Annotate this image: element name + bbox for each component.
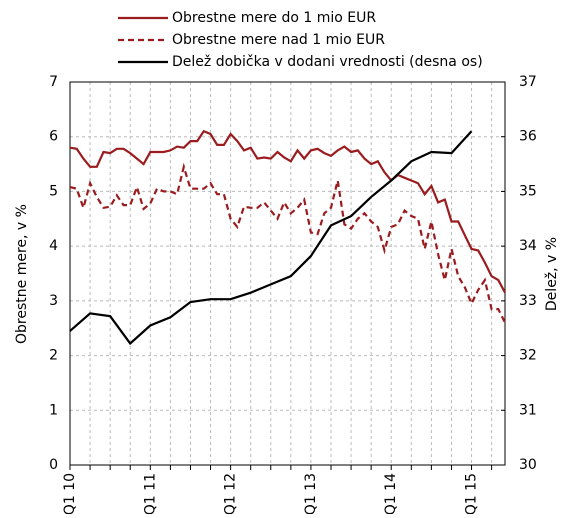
y-tick-label: 4 bbox=[49, 238, 58, 254]
plot-frame bbox=[69, 81, 506, 466]
legend-label: Obrestne mere do 1 mio EUR bbox=[172, 10, 376, 26]
legend-label: Delež dobička v dodani vrednosti (desna … bbox=[172, 54, 483, 70]
series-line bbox=[69, 129, 506, 294]
legend-label: Obrestne mere nad 1 mio EUR bbox=[172, 32, 385, 48]
series-line bbox=[69, 130, 473, 346]
y2-tick-label: 31 bbox=[519, 402, 537, 418]
x-tick-label: Q1 12 bbox=[223, 473, 239, 514]
y-tick-label: 0 bbox=[49, 457, 58, 473]
y-axis-label: Obrestne mere, v % bbox=[14, 204, 30, 344]
x-tick-label: Q1 10 bbox=[62, 473, 78, 514]
y-tick-label: 6 bbox=[49, 129, 58, 145]
x-tick-label: Q1 13 bbox=[303, 473, 319, 514]
y2-axis-label: Delež, v % bbox=[544, 237, 560, 311]
x-tick-label: Q1 11 bbox=[142, 473, 158, 514]
x-tick-label: Q1 15 bbox=[464, 473, 480, 514]
x-tick-label: Q1 14 bbox=[383, 473, 399, 514]
y2-tick-label: 33 bbox=[519, 293, 537, 309]
y-tick-label: 2 bbox=[49, 348, 58, 364]
y-tick-label: 1 bbox=[49, 402, 58, 418]
y-tick-label: 3 bbox=[49, 293, 58, 309]
y2-tick-label: 34 bbox=[519, 238, 537, 254]
y2-tick-label: 32 bbox=[519, 348, 537, 364]
series-line bbox=[69, 162, 506, 324]
y-tick-label: 7 bbox=[49, 74, 58, 90]
y-tick-label: 5 bbox=[49, 183, 58, 199]
y2-tick-label: 30 bbox=[519, 457, 537, 473]
y2-tick-label: 35 bbox=[519, 183, 537, 199]
y2-tick-label: 36 bbox=[519, 129, 537, 145]
y2-tick-label: 37 bbox=[519, 74, 537, 90]
